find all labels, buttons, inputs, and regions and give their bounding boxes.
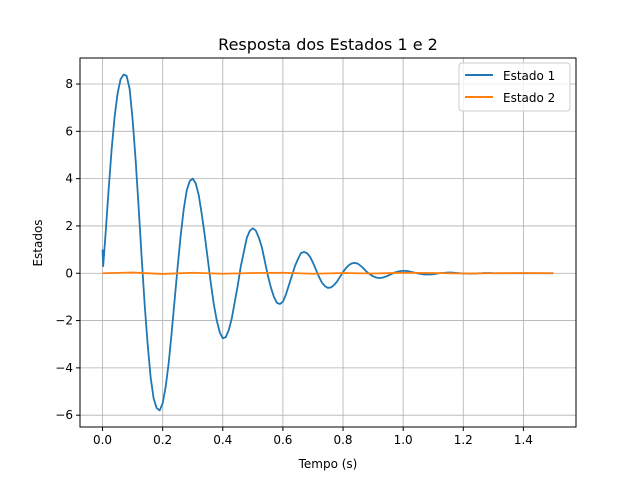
y-axis-label: Estados — [31, 219, 45, 266]
x-tick-label: 0.2 — [153, 433, 172, 447]
y-tick-label: −6 — [55, 408, 73, 422]
y-tick-label: −2 — [55, 314, 73, 328]
x-tick-label: 0.8 — [333, 433, 352, 447]
chart-title: Resposta dos Estados 1 e 2 — [218, 35, 438, 54]
y-tick-label: 2 — [65, 219, 73, 233]
y-tick-label: −4 — [55, 361, 73, 375]
grid — [80, 58, 576, 427]
x-tick-label: 1.2 — [454, 433, 473, 447]
y-tick-label: 8 — [65, 77, 73, 91]
x-tick-label: 1.4 — [514, 433, 533, 447]
y-tick-label: 0 — [65, 266, 73, 280]
series-line-estado-2 — [102, 271, 554, 275]
legend: Estado 1 Estado 2 — [458, 62, 571, 112]
y-axis: −6 −4 −2 0 2 4 6 8 — [55, 77, 80, 422]
plot-frame — [79, 57, 577, 428]
x-tick-label: 0.4 — [213, 433, 232, 447]
legend-label-estado-1: Estado 1 — [503, 69, 555, 83]
legend-label-estado-2: Estado 2 — [503, 91, 555, 105]
x-tick-label: 1.0 — [394, 433, 413, 447]
y-tick-label: 6 — [65, 124, 73, 138]
x-axis: 0.0 0.2 0.4 0.6 0.8 1.0 1.2 1.4 — [93, 427, 533, 447]
x-axis-label: Tempo (s) — [298, 457, 358, 471]
x-tick-label: 0.6 — [273, 433, 292, 447]
y-tick-label: 4 — [65, 172, 73, 186]
series-lines — [101, 73, 554, 412]
x-tick-label: 0.0 — [93, 433, 112, 447]
